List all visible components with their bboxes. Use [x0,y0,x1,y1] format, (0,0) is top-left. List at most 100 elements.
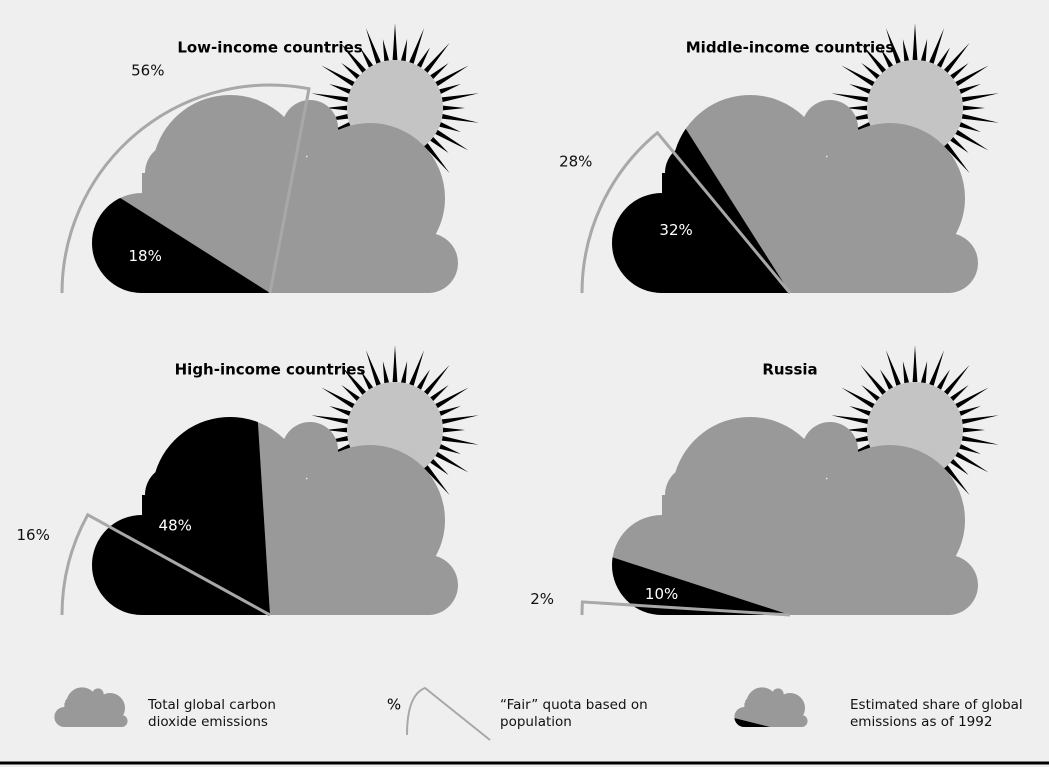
sun-ray [439,122,461,132]
sun-ray [311,415,349,425]
sun-ray [435,451,469,473]
chart-title: Russia [762,361,817,379]
sun-ray [423,465,450,496]
legend-cloud [54,687,128,727]
sun-ray [329,84,351,94]
sun-ray [860,364,887,395]
sun-ray [962,427,985,433]
sun-ray [360,369,374,390]
sun-ray [341,63,360,80]
sun-ray [430,136,449,153]
sun-ray [961,113,999,123]
quota-arc [60,512,271,617]
sun-ray [382,361,390,384]
sun-ray [943,364,970,395]
chart-title: Low-income countries [177,39,362,57]
sun-ray [885,350,901,386]
quota-label: 56% [131,62,164,80]
quota-arc [60,83,311,294]
share-wedge [612,95,790,293]
sun-ray [321,387,355,409]
legend-symbol: % [387,696,401,714]
sun-ray [902,361,910,384]
sun-ray [423,364,450,395]
sun-ray [441,435,479,445]
sun-ray [955,387,989,409]
sun-ray [950,458,969,475]
legend-wedge [734,712,770,727]
sun-ray [441,93,479,103]
sun-ray [912,23,918,61]
sun-ray [841,65,875,87]
sun-ray [955,65,989,87]
sun-ray [365,350,381,386]
chart-title: High-income countries [175,361,366,379]
share-label: 10% [645,585,678,603]
sun-ray [849,84,871,94]
sun-ray [400,39,408,62]
sun-ray [920,361,928,384]
sun-ray [912,345,918,383]
sun-ray [936,369,950,390]
sun-ray [423,42,450,73]
legend-label: Total global carbon dioxide emissions [148,697,276,730]
sun-ray [430,63,449,80]
sun-ray [423,143,450,174]
sun-ray [360,47,374,68]
chart-title: Middle-income countries [686,39,895,57]
sun-ray [392,345,398,383]
sun-ray [936,47,950,68]
sun-ray [902,39,910,62]
sun-ray [831,415,869,425]
sun-ray [409,350,425,386]
sun-ray [340,364,367,395]
sun-ray [961,93,999,103]
sun-ray [959,444,981,454]
sun-ray [439,406,461,416]
sun-ray [382,39,390,62]
sun-ray [929,350,945,386]
share-wedge [612,491,790,615]
share-wedge [92,417,270,615]
sun-ray [845,105,868,111]
sun-ray [860,42,887,73]
sun-ray [959,84,981,94]
sun-ray [950,63,969,80]
sun-ray [321,65,355,87]
sun-ray [959,406,981,416]
sun-ray [841,387,875,409]
sun-ray [861,63,880,80]
sun-ray [943,465,970,496]
sun-ray [325,105,348,111]
sun-ray [416,47,430,68]
quota-arc [580,600,791,617]
legend-label: “Fair” quota based on population [500,697,648,730]
sun-ray [959,122,981,132]
sun-ray [943,42,970,73]
legend-arc [406,686,491,741]
sun-ray [441,415,479,425]
sun-ray [920,39,928,62]
sun-ray [311,93,349,103]
sun-ray [365,28,381,64]
sun-ray [961,435,999,445]
sun-ray [435,129,469,151]
sun-ray [409,28,425,64]
sun-ray [430,385,449,402]
sun-ray [392,23,398,61]
share-wedge [92,95,270,293]
sun-ray [435,387,469,409]
sun-ray [845,427,868,433]
sun-ray [442,105,465,111]
sun-ray [442,427,465,433]
sun-ray [439,84,461,94]
sun-ray [961,415,999,425]
quota-label: 2% [530,590,554,608]
sun-ray [950,136,969,153]
sun-ray [435,65,469,87]
sun-ray [962,105,985,111]
sun-ray [880,369,894,390]
sun-ray [400,361,408,384]
sun-ray [831,93,869,103]
